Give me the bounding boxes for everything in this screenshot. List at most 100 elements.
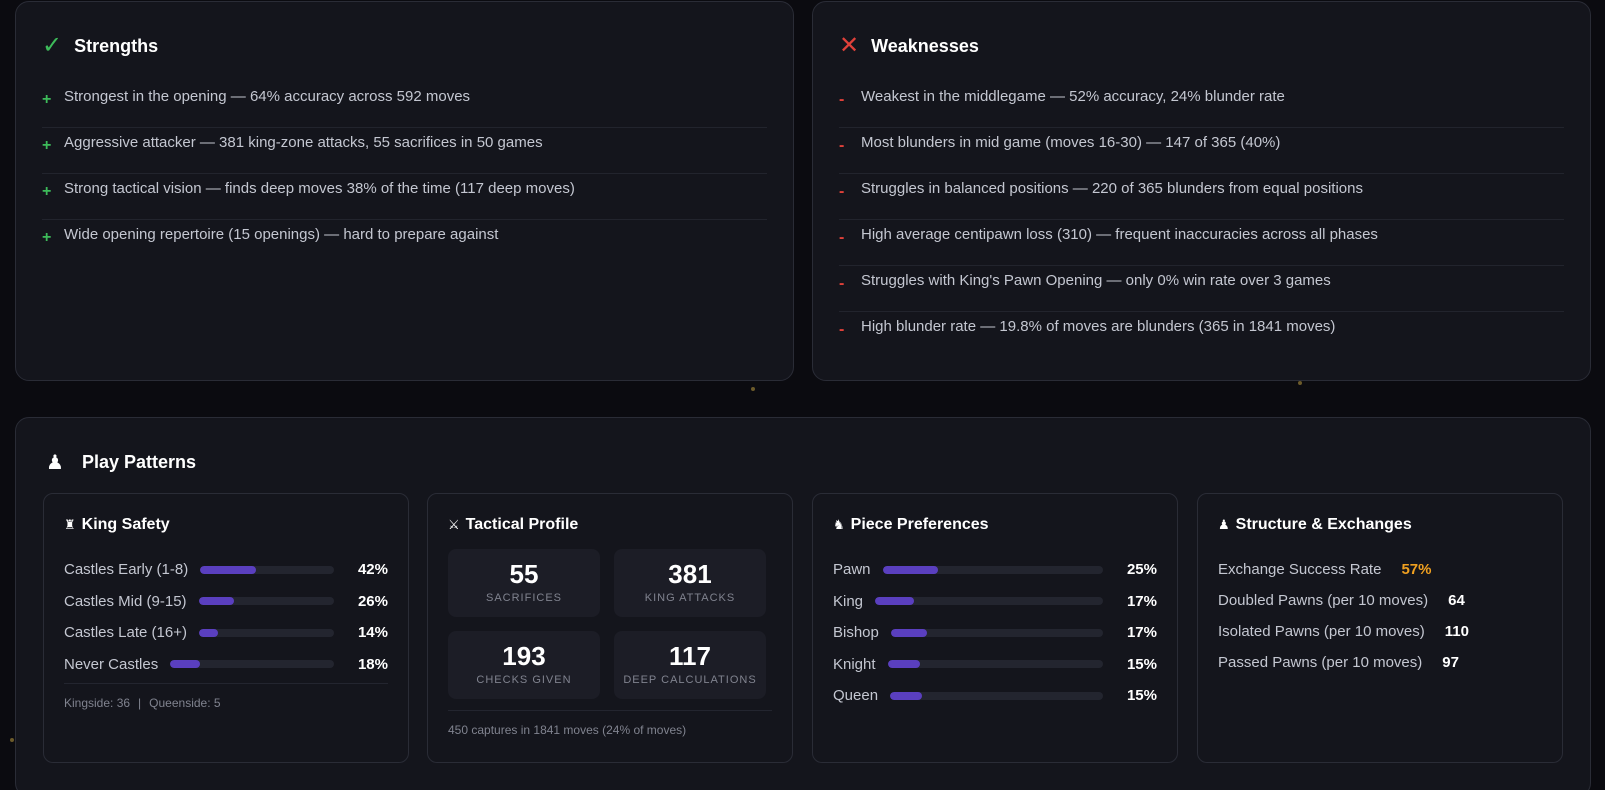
list-item: + Wide opening repertoire (15 openings) …	[42, 220, 767, 266]
king-safety-header: ♜ King Safety	[64, 516, 170, 534]
bar-track	[887, 660, 1103, 669]
stat-deep-calculations: 117 DEEP CALCULATIONS	[614, 631, 766, 699]
bar-track	[200, 565, 334, 574]
struct-label: Isolated Pawns (per 10 moves)	[1218, 623, 1425, 640]
weaknesses-card: ✕ Weaknesses - Weakest in the middlegame…	[812, 1, 1591, 381]
strengths-title: Strengths	[74, 35, 159, 56]
list-item: - Weakest in the middlegame — 52% accura…	[839, 82, 1564, 128]
king-safety-title: King Safety	[81, 516, 170, 533]
strength-text: Wide opening repertoire (15 openings) — …	[64, 226, 499, 243]
list-item: + Strongest in the opening — 64% accurac…	[42, 82, 767, 128]
queenside-count: Queenside: 5	[149, 696, 221, 710]
bar-row: Bishop 17%	[833, 617, 1157, 649]
bar-row: Knight 15%	[833, 649, 1157, 681]
bar-label: Bishop	[833, 624, 879, 642]
pawn-icon: ♟	[1218, 517, 1230, 532]
bar-percent: 17%	[1126, 624, 1157, 642]
bar-fill	[170, 660, 200, 669]
struct-value: 57%	[1401, 561, 1432, 578]
strengths-card: ✓ Strengths + Strongest in the opening —…	[15, 1, 794, 381]
bar-track	[198, 628, 334, 637]
kingside-count: Kingside: 36	[64, 696, 131, 710]
stat-sacrifices: 55 SACRIFICES	[448, 549, 600, 617]
strength-text: Aggressive attacker — 381 king-zone atta…	[64, 134, 543, 151]
list-item: + Strong tactical vision — finds deep mo…	[42, 174, 767, 220]
struct-value: 110	[1444, 623, 1469, 640]
struct-row: Isolated Pawns (per 10 moves) 110	[1218, 616, 1469, 647]
bar-label: Knight	[833, 655, 876, 673]
bar-track	[890, 628, 1103, 637]
bar-row: Castles Late (16+) 14%	[64, 617, 388, 649]
stat-checks-given: 193 CHECKS GIVEN	[448, 631, 600, 699]
struct-label: Exchange Success Rate	[1218, 561, 1382, 578]
bar-fill	[887, 660, 920, 669]
bar-percent: 42%	[357, 561, 388, 579]
weakness-text: Struggles in balanced positions — 220 of…	[861, 180, 1363, 197]
bar-row: Queen 15%	[833, 680, 1157, 712]
weaknesses-title: Weaknesses	[871, 35, 979, 56]
bar-track	[198, 597, 334, 606]
bar-row: Castles Mid (9-15) 26%	[64, 586, 388, 618]
bar-percent: 15%	[1126, 687, 1157, 705]
minus-icon: -	[839, 183, 845, 200]
struct-row: Doubled Pawns (per 10 moves) 64	[1218, 585, 1469, 616]
bar-fill	[890, 691, 922, 700]
bar-fill	[882, 565, 938, 574]
strengths-list: + Strongest in the opening — 64% accurac…	[42, 82, 767, 266]
bar-fill	[890, 628, 927, 637]
play-patterns-title: Play Patterns	[81, 452, 196, 472]
stat-value: 381	[668, 559, 712, 589]
bar-row: Pawn 25%	[833, 554, 1157, 586]
separator: |	[138, 696, 142, 710]
decorative-dot	[1298, 381, 1302, 385]
minus-icon: -	[839, 137, 845, 154]
structure-exchanges-header: ♟ Structure & Exchanges	[1218, 516, 1412, 534]
structure-exchanges-title: Structure & Exchanges	[1235, 516, 1412, 533]
struct-value: 64	[1448, 592, 1465, 609]
bar-label: King	[833, 592, 864, 610]
bar-row: Never Castles 18%	[64, 649, 388, 681]
strengths-header: ✓ Strengths	[42, 34, 158, 58]
tactical-profile-title: Tactical Profile	[465, 516, 579, 533]
bar-fill	[875, 597, 914, 606]
crossed-swords-icon: ⚔	[448, 517, 460, 532]
knight-icon: ♞	[833, 517, 845, 532]
strength-text: Strongest in the opening — 64% accuracy …	[64, 88, 471, 105]
plus-icon: +	[42, 137, 52, 154]
weaknesses-header: ✕ Weaknesses	[839, 34, 979, 58]
stat-value: 193	[502, 641, 546, 671]
list-item: + Aggressive attacker — 381 king-zone at…	[42, 128, 767, 174]
weakness-text: Struggles with King's Pawn Opening — onl…	[861, 272, 1331, 289]
struct-label: Passed Pawns (per 10 moves)	[1218, 654, 1423, 671]
tactical-profile-header: ⚔ Tactical Profile	[448, 516, 578, 534]
bar-percent: 18%	[357, 655, 388, 673]
bar-fill	[200, 565, 257, 574]
struct-row: Exchange Success Rate 57%	[1218, 554, 1469, 585]
plus-icon: +	[42, 91, 52, 108]
list-item: - Struggles with King's Pawn Opening — o…	[839, 266, 1564, 312]
minus-icon: -	[839, 91, 845, 108]
king-safety-panel: ♜ King Safety Castles Early (1-8) 42% Ca…	[43, 493, 409, 763]
stat-caption: CHECKS GIVEN	[476, 674, 572, 686]
decorative-dot	[751, 387, 755, 391]
bar-track	[890, 691, 1103, 700]
stat-caption: KING ATTACKS	[644, 592, 736, 604]
bar-track	[875, 597, 1103, 606]
struct-value: 97	[1442, 654, 1459, 671]
minus-icon: -	[839, 229, 845, 246]
struct-label: Doubled Pawns (per 10 moves)	[1218, 592, 1429, 609]
bar-label: Castles Early (1-8)	[64, 561, 189, 579]
stat-value: 55	[509, 559, 539, 589]
structure-rows: Exchange Success Rate 57% Doubled Pawns …	[1218, 554, 1469, 678]
bar-row: King 17%	[833, 586, 1157, 618]
bar-percent: 17%	[1126, 592, 1157, 610]
minus-icon: -	[839, 321, 845, 338]
plus-icon: +	[42, 183, 52, 200]
bar-track	[882, 565, 1103, 574]
weakness-text: High average centipawn loss (310) — freq…	[861, 226, 1378, 243]
play-patterns-card: ♟ Play Patterns ♜ King Safety Castles Ea…	[15, 417, 1591, 790]
list-item: - High average centipawn loss (310) — fr…	[839, 220, 1564, 266]
bar-percent: 25%	[1126, 561, 1157, 579]
piece-preferences-rows: Pawn 25% King 17% Bishop 17% Knight 15% …	[833, 554, 1157, 712]
tactical-footer: 450 captures in 1841 moves (24% of moves…	[448, 710, 772, 737]
